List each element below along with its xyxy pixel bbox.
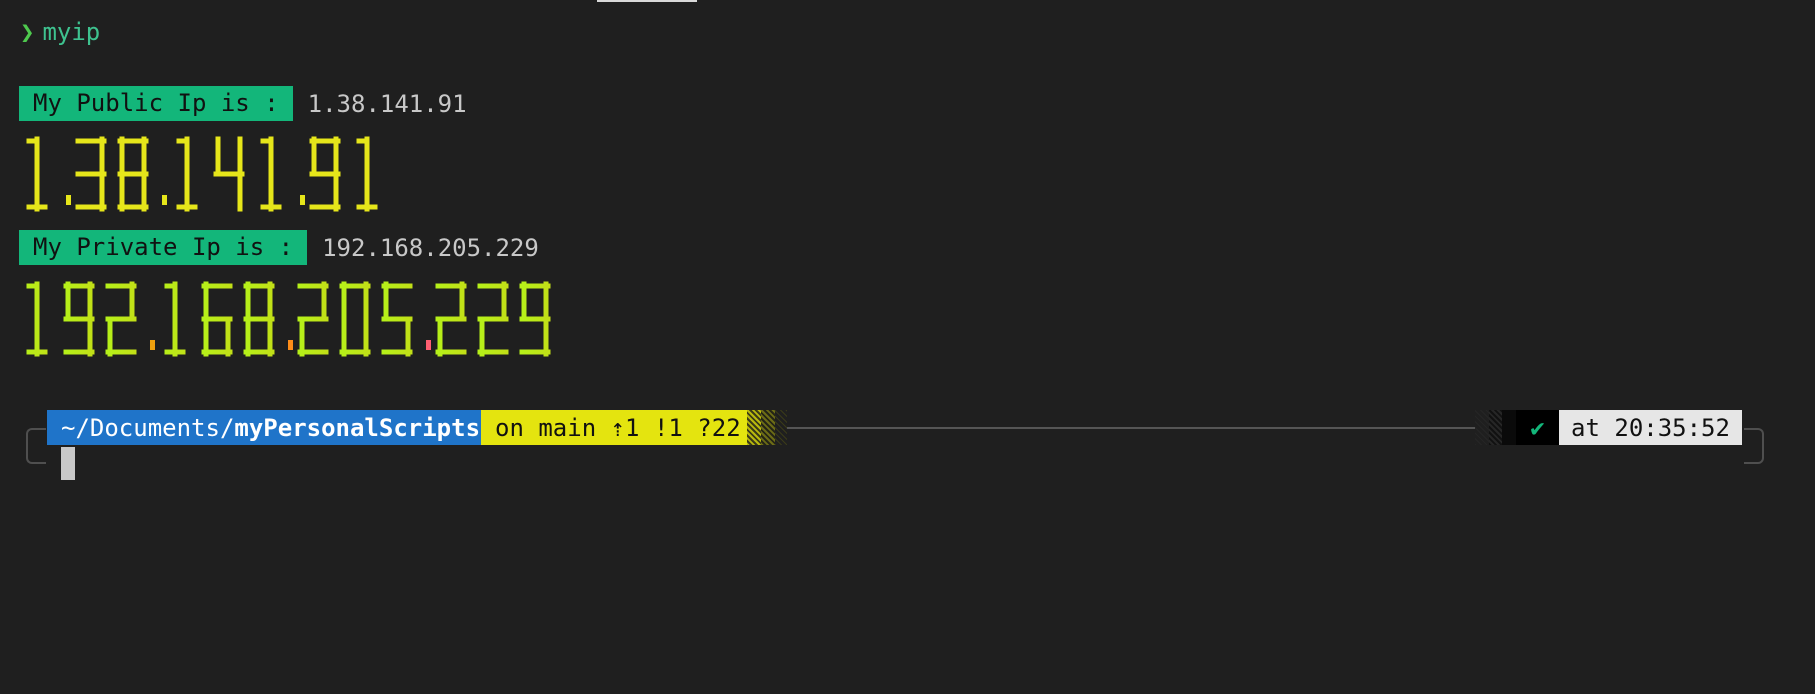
private-ip-banner	[20, 280, 720, 364]
time-segment: at 20:35:52	[1559, 410, 1742, 445]
private-ip-row: My Private Ip is : 192.168.205.229	[19, 230, 539, 265]
banner-dot	[150, 340, 155, 350]
git-segment: on main ⇡1 !1 ?22	[481, 410, 755, 445]
banner-digit	[356, 136, 378, 212]
prompt-frame-left	[26, 428, 46, 464]
prompt-rule	[785, 427, 1475, 429]
public-ip-value: 1.38.141.91	[307, 89, 467, 118]
public-ip-label: My Public Ip is :	[19, 86, 293, 121]
public-ip-banner-svg	[26, 136, 378, 212]
banner-dot	[66, 195, 71, 205]
path-dir: myPersonalScripts	[234, 413, 481, 442]
banner-digit	[213, 136, 245, 212]
segment-separator	[747, 410, 761, 445]
banner-dot	[288, 340, 293, 350]
segment-separator	[775, 410, 787, 445]
segment-separator	[1475, 410, 1489, 445]
banner-digit	[260, 136, 282, 212]
tab-indicator	[597, 0, 697, 2]
path-segment: ~/Documents/myPersonalScripts	[47, 410, 495, 445]
prompt-chevron-icon: ❯	[20, 18, 35, 46]
segment-separator	[1502, 410, 1516, 445]
banner-digit	[339, 281, 371, 357]
banner-digit	[477, 281, 509, 357]
path-prefix: ~/Documents/	[61, 413, 235, 442]
banner-digit	[243, 281, 275, 357]
banner-digit	[435, 281, 467, 357]
banner-dot	[300, 195, 305, 205]
segment-separator	[1489, 410, 1502, 445]
public-ip-banner	[20, 135, 620, 219]
command-text: myip	[42, 18, 101, 46]
banner-digit	[381, 281, 413, 357]
command-line: ❯ myip	[20, 16, 100, 48]
private-ip-value: 192.168.205.229	[322, 233, 539, 262]
private-ip-banner-svg	[26, 281, 551, 357]
segment-separator	[761, 410, 775, 445]
banner-dot	[426, 340, 431, 350]
banner-digit	[26, 281, 48, 357]
banner-digit	[105, 281, 137, 357]
banner-digit	[201, 281, 233, 357]
banner-digit	[75, 136, 107, 212]
public-ip-row: My Public Ip is : 1.38.141.91	[19, 86, 467, 121]
banner-digit	[297, 281, 329, 357]
status-check-icon: ✔	[1516, 410, 1559, 445]
banner-digit	[519, 281, 551, 357]
banner-digit	[63, 281, 95, 357]
banner-digit	[117, 136, 149, 212]
terminal-cursor[interactable]	[61, 447, 75, 480]
prompt-frame-right	[1744, 428, 1764, 464]
private-ip-label: My Private Ip is :	[19, 230, 308, 265]
banner-digit	[26, 136, 48, 212]
banner-dot	[162, 195, 167, 205]
banner-digit	[309, 136, 341, 212]
banner-digit	[164, 281, 186, 357]
private-banner-digits	[26, 281, 551, 357]
banner-digit	[176, 136, 198, 212]
